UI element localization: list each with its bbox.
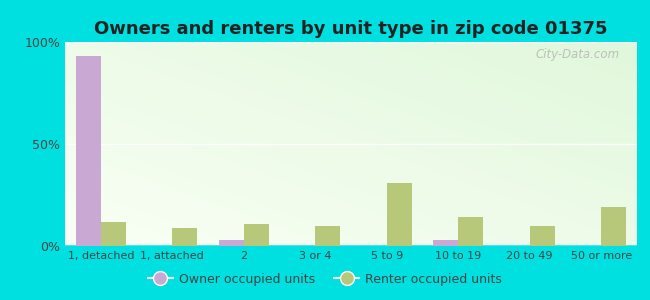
Bar (75, 56, 101, 246)
Bar (172, 228, 198, 246)
Title: Owners and renters by unit type in zip code 01375: Owners and renters by unit type in zip c… (94, 20, 608, 38)
Legend: Owner occupied units, Renter occupied units: Owner occupied units, Renter occupied un… (143, 268, 507, 291)
Bar (218, 240, 244, 246)
Bar (101, 221, 126, 246)
Bar (530, 226, 554, 246)
Text: City-Data.com: City-Data.com (536, 48, 620, 61)
Bar (433, 240, 458, 246)
Bar (601, 207, 626, 246)
Bar (315, 226, 341, 246)
Bar (244, 224, 269, 246)
Bar (458, 218, 483, 246)
Bar (387, 183, 412, 246)
